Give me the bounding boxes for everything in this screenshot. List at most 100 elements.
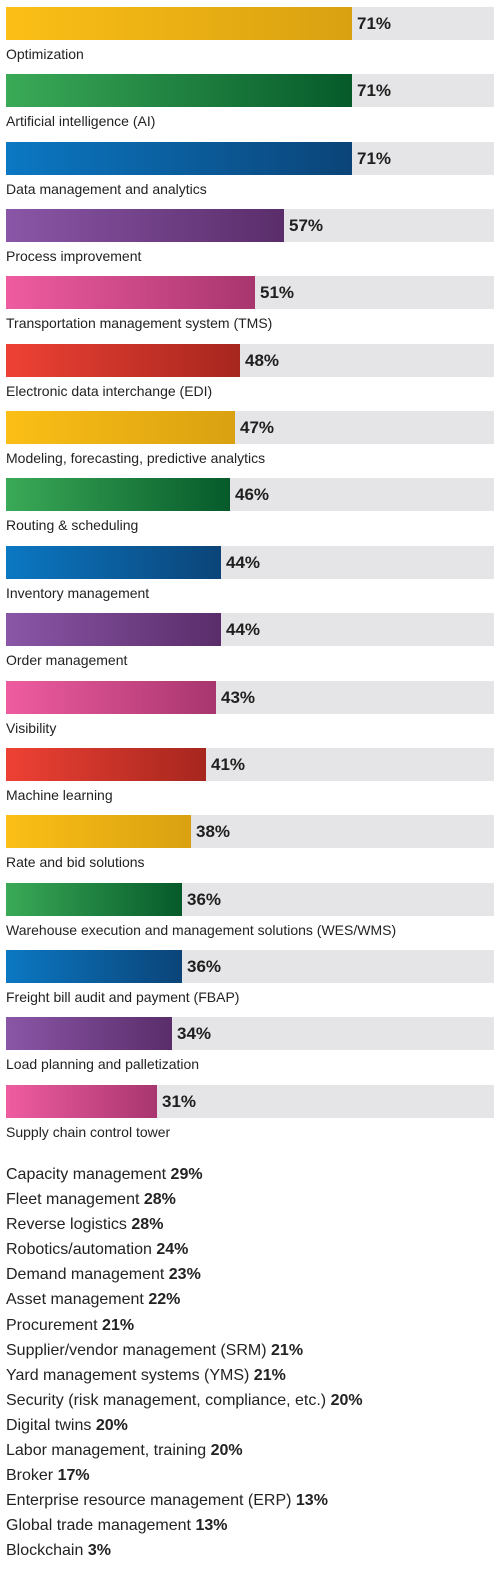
bar-category-label: Freight bill audit and payment (FBAP) (6, 988, 240, 1005)
bar-category-label: Load planning and palletization (6, 1056, 200, 1073)
other-item-label: Reverse logistics (6, 1216, 127, 1234)
bar-value-label: 36% (187, 956, 222, 976)
bar (6, 815, 191, 849)
bar (6, 276, 255, 310)
other-item-label: Digital twins (6, 1416, 92, 1434)
other-item-value: 21% (102, 1316, 135, 1334)
other-item-value: 20% (330, 1391, 363, 1409)
other-item-label: Global trade management (6, 1517, 191, 1535)
other-item-value: 22% (148, 1291, 181, 1309)
bar (6, 680, 216, 714)
other-item-value: 23% (168, 1266, 201, 1284)
bar-row: 47% Modeling, forecasting, predictive ana… (0, 411, 500, 471)
other-item-label: Robotics/automation (6, 1241, 152, 1259)
bar-row: 71% Data management and analytics (0, 141, 500, 202)
other-item: Labor management, training 20% (6, 1438, 496, 1463)
bar-category-label: Transportation management system (TMS) (6, 315, 273, 332)
bar-row: 44% Inventory management (0, 545, 500, 606)
bar-row: 31% Supply chain control tower (0, 1084, 500, 1145)
bar (6, 1017, 172, 1051)
bar-category-label: Warehouse execution and management solut… (6, 921, 397, 938)
bar-value-label: 71% (357, 148, 392, 168)
bar-value-label: 31% (162, 1091, 197, 1111)
bar-row: 38% Rate and bid solutions (0, 815, 500, 875)
other-item: Robotics/automation 24% (6, 1237, 496, 1262)
other-item-label: Blockchain (6, 1542, 84, 1560)
bar-category-label: Inventory management (6, 584, 150, 601)
other-item: Capacity management 29% (6, 1162, 496, 1187)
other-item: Fleet management 28% (6, 1187, 496, 1212)
bar-category-label: Supply chain control tower (6, 1123, 171, 1140)
bar-value-label: 34% (177, 1024, 212, 1044)
bar-row: 41% Machine learning (0, 747, 500, 808)
other-item-label: Labor management, training (6, 1442, 207, 1460)
other-item: Enterprise resource management (ERP) 13% (6, 1488, 496, 1513)
bar-category-label: Optimization (6, 46, 84, 62)
bar (6, 882, 182, 916)
other-item: Demand management 23% (6, 1262, 496, 1287)
other-item-value: 21% (253, 1366, 286, 1384)
bar (6, 7, 352, 40)
other-item: Blockchain 3% (6, 1538, 496, 1563)
other-item-value: 13% (295, 1492, 328, 1510)
bar-category-label: Order management (6, 652, 128, 669)
bar-value-label: 43% (221, 687, 256, 707)
other-item-label: Procurement (6, 1316, 98, 1334)
bar-value-label: 47% (240, 418, 275, 438)
other-item-label: Demand management (6, 1266, 165, 1284)
bar-value-label: 71% (357, 14, 392, 33)
other-item: Yard management systems (YMS) 21% (6, 1363, 496, 1388)
bar (6, 343, 240, 377)
bar-row: 71% Artificial intelligence (AI) (0, 74, 500, 134)
bar (6, 74, 352, 108)
bar (6, 478, 230, 512)
other-item: Digital twins 20% (6, 1413, 496, 1438)
bar-value-label: 46% (235, 485, 270, 505)
bar-category-label: Rate and bid solutions (6, 854, 145, 871)
bar-row: 48% Electronic data interchange (EDI) (0, 343, 500, 404)
other-item-value: 21% (271, 1341, 304, 1359)
bar-row: 34% Load planning and palletization (0, 1017, 500, 1077)
bar-row: 43% Visibility (0, 680, 500, 741)
other-item: Broker 17% (6, 1463, 496, 1488)
other-item-value: 28% (131, 1216, 164, 1234)
bar (6, 545, 221, 579)
bar (6, 613, 221, 647)
other-item-value: 13% (195, 1517, 228, 1535)
other-item-label: Yard management systems (YMS) (6, 1366, 250, 1384)
other-item: Procurement 21% (6, 1313, 496, 1338)
bar-value-label: 38% (196, 822, 231, 842)
bar-row: 36% Warehouse execution and management so… (0, 882, 500, 943)
bar-value-label: 57% (289, 216, 324, 235)
bar-value-label: 71% (357, 81, 392, 101)
bar-row: 71% Optimization (0, 7, 500, 67)
bar (6, 1084, 157, 1118)
other-item-value: 20% (95, 1416, 128, 1434)
bar-category-label: Process improvement (6, 248, 142, 264)
bar-value-label: 44% (226, 620, 261, 640)
other-item-label: Enterprise resource management (ERP) (6, 1492, 292, 1510)
bar-value-label: 51% (260, 283, 295, 303)
other-item-value: 29% (170, 1166, 203, 1183)
bar-row: 44% Order management (0, 613, 500, 673)
other-item-label: Fleet management (6, 1191, 140, 1209)
other-item: Security (risk management, compliance, e… (6, 1388, 496, 1413)
bar-category-label: Data management and analytics (6, 180, 207, 197)
bar-row: 46% Routing & scheduling (0, 478, 500, 538)
bar-category-label: Electronic data interchange (EDI) (6, 382, 213, 399)
other-item: Global trade management 13% (6, 1513, 496, 1538)
bar (6, 747, 206, 781)
other-item-label: Capacity management (6, 1166, 167, 1183)
bar-row: 51% Transportation management system (TMS… (0, 276, 500, 336)
other-item-label: Broker (6, 1467, 54, 1485)
bar (6, 141, 352, 175)
bar-category-label: Routing & scheduling (6, 517, 139, 534)
bar-category-label: Visibility (6, 719, 57, 736)
other-item: Reverse logistics 28% (6, 1212, 496, 1237)
other-item-label: Supplier/vendor management (SRM) (6, 1341, 267, 1359)
other-item-value: 3% (87, 1542, 111, 1560)
other-item-label: Security (risk management, compliance, e… (6, 1391, 327, 1409)
bar-value-label: 36% (187, 889, 222, 909)
bar-row: 57% Process improvement (0, 209, 500, 269)
